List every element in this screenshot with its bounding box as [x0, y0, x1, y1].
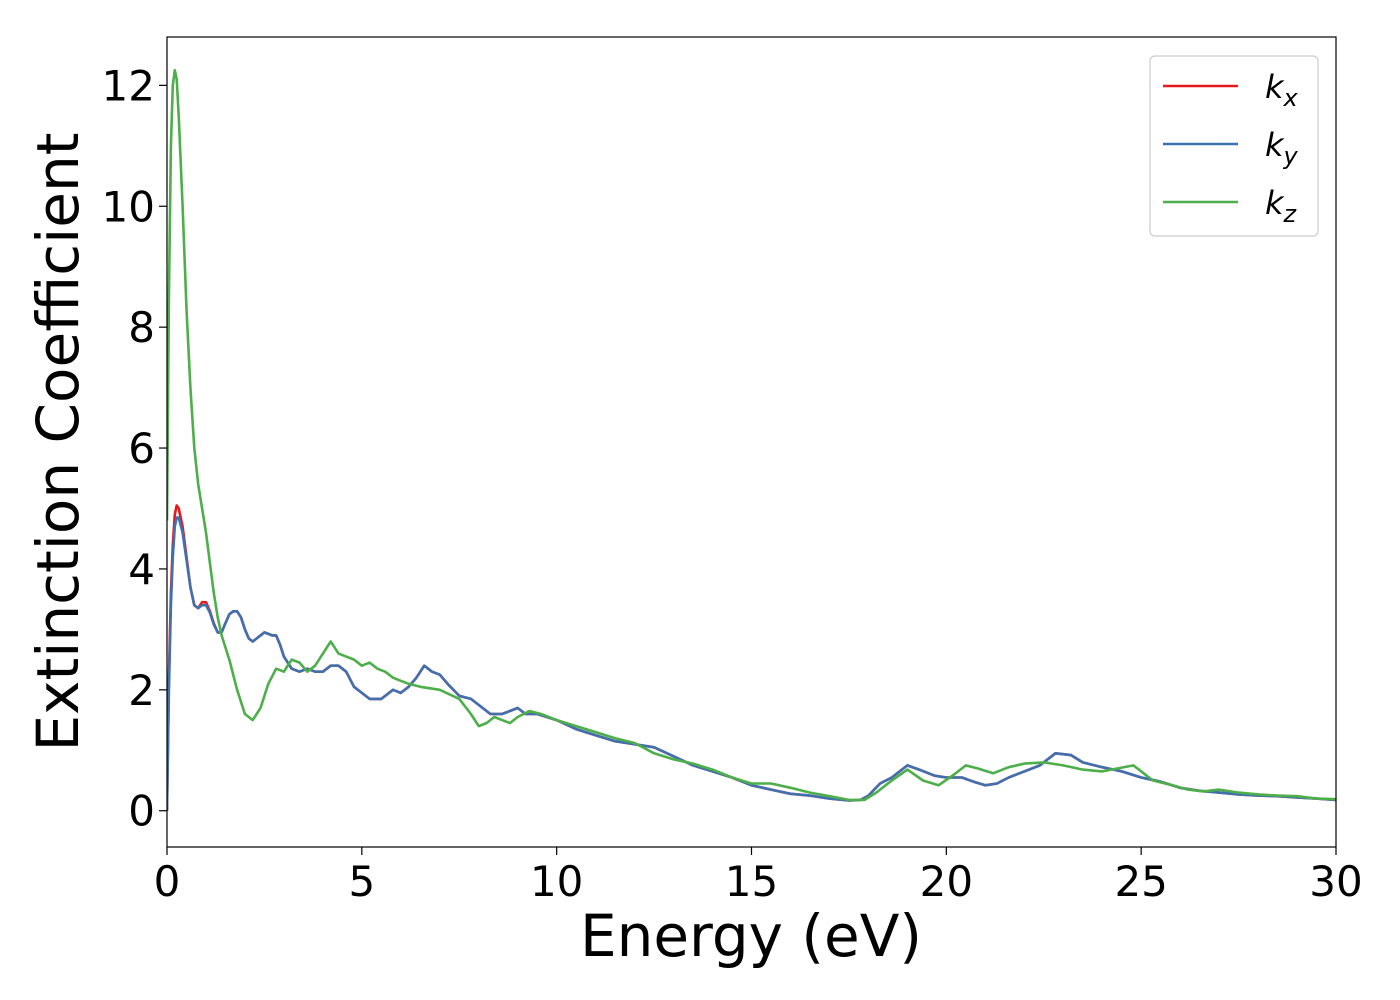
legend-label-z: kz: [1265, 184, 1298, 228]
x-tick-label: 20: [920, 857, 973, 906]
series-line-y: [167, 516, 1336, 811]
y-tick-label: 12: [102, 61, 155, 110]
y-tick-label: 0: [128, 787, 155, 836]
x-axis-title: Energy (eV): [580, 902, 922, 970]
y-tick-label: 8: [128, 303, 155, 352]
legend-label-y: ky: [1265, 126, 1299, 170]
y-axis: 0 2 4 6 8 10 12: [102, 61, 167, 836]
series-line-z: [167, 68, 1336, 802]
y-tick-label: 10: [102, 182, 155, 231]
x-tick-label: 25: [1114, 857, 1167, 906]
plot-area: [167, 68, 1336, 811]
plot-frame: [166, 36, 1337, 848]
x-tick-label: 15: [725, 857, 778, 906]
legend: kx ky kz: [1149, 55, 1319, 237]
x-tick-label: 0: [154, 857, 181, 906]
legend-label-x: kx: [1265, 68, 1299, 112]
x-tick-label: 30: [1309, 857, 1362, 906]
x-tick-label: 10: [530, 857, 583, 906]
y-tick-label: 6: [128, 424, 155, 473]
legend-box: [1149, 55, 1319, 237]
x-tick-label: 5: [348, 857, 375, 906]
y-axis-title: Extinction Coefficient: [24, 133, 92, 752]
y-tick-label: 4: [128, 545, 155, 594]
x-axis: 0 5 10 15 20 25 30: [154, 847, 1363, 906]
y-tick-label: 2: [128, 666, 155, 715]
